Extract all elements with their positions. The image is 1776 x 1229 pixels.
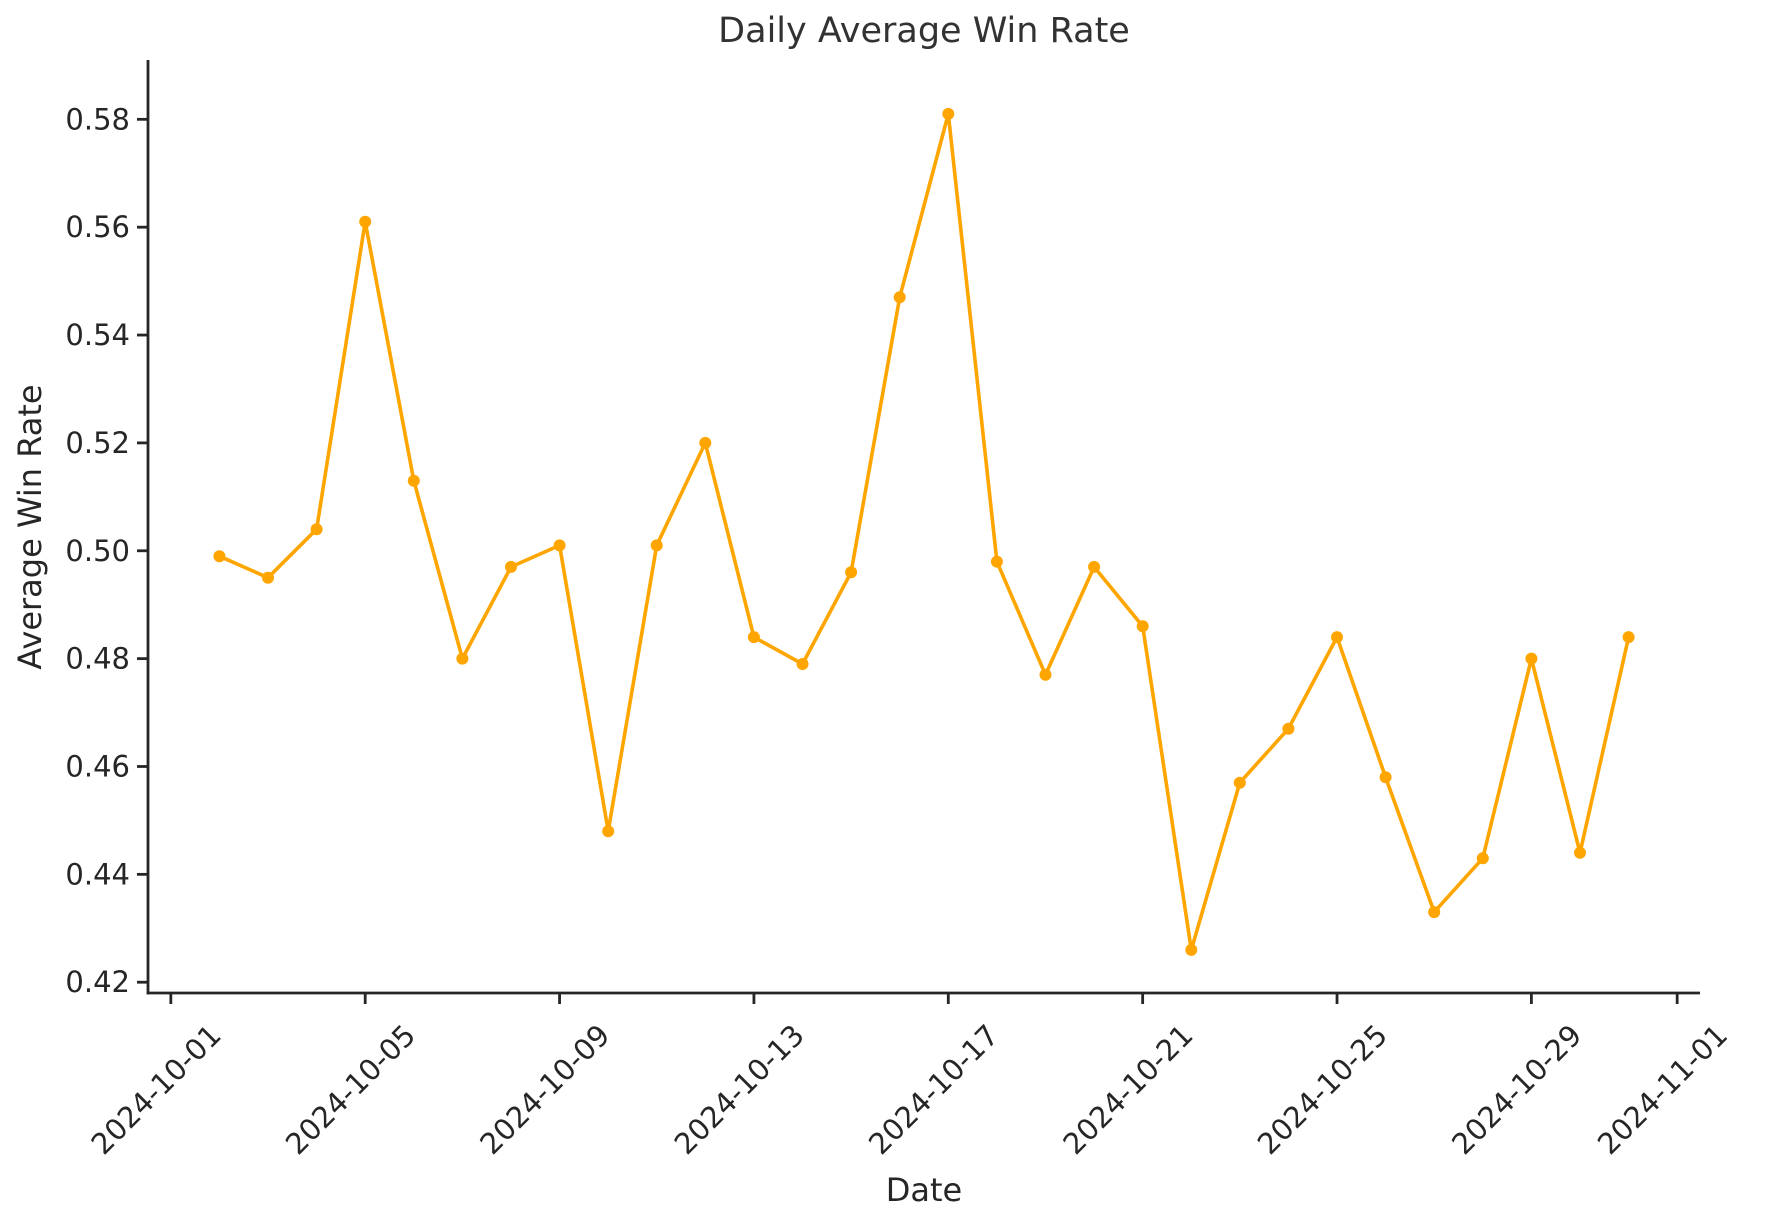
data-point-marker (1525, 652, 1538, 665)
x-axis-title: Date (885, 1171, 963, 1209)
x-tick-label: 2024-10-17 (862, 1018, 1005, 1161)
data-point-marker (1476, 852, 1489, 865)
y-tick-label: 0.48 (65, 642, 130, 676)
data-point-marker (456, 652, 469, 665)
y-tick-label: 0.58 (65, 102, 130, 136)
data-point-marker (1331, 631, 1343, 644)
data-point-marker (1622, 631, 1635, 644)
data-point-marker (747, 631, 760, 644)
data-point-marker (1574, 846, 1586, 859)
data-point-marker (553, 539, 566, 552)
data-point-marker (1088, 560, 1101, 573)
data-point-marker (699, 436, 712, 449)
data-point-marker (990, 555, 1003, 568)
y-tick-label: 0.44 (65, 857, 130, 891)
x-tick-label: 2024-10-01 (85, 1018, 228, 1161)
x-tick-label: 2024-10-13 (668, 1018, 811, 1161)
data-point-marker (359, 215, 372, 228)
data-point-marker (1136, 620, 1149, 633)
data-point-marker (796, 658, 809, 670)
x-tick-label: 2024-10-25 (1251, 1018, 1394, 1161)
chart-title: Daily Average Win Rate (718, 11, 1130, 51)
data-point-marker (602, 825, 615, 838)
y-axis-title: Average Win Rate (11, 384, 49, 670)
data-point-marker (407, 474, 420, 487)
x-tick-label: 2024-10-05 (279, 1018, 422, 1161)
data-point-marker (1282, 722, 1295, 735)
data-point-marker (893, 291, 906, 304)
x-tick-label: 2024-10-21 (1056, 1018, 1199, 1161)
data-point-marker (310, 523, 323, 536)
data-point-marker (845, 566, 858, 579)
data-point-marker (1428, 906, 1441, 919)
series-line (217, 112, 1631, 952)
data-point-marker (1185, 943, 1198, 956)
data-point-marker (1379, 771, 1392, 784)
y-tick-label: 0.56 (65, 210, 130, 244)
data-point-marker (262, 571, 274, 584)
x-tick-label: 2024-10-29 (1445, 1018, 1588, 1161)
data-point-marker (213, 550, 226, 563)
data-point-marker (1039, 668, 1052, 681)
data-point-marker (1233, 776, 1246, 789)
data-point-marker (650, 539, 663, 552)
y-tick-label: 0.52 (65, 426, 130, 460)
x-tick-label: 2024-11-01 (1591, 1018, 1734, 1161)
y-tick-label: 0.46 (65, 749, 130, 783)
data-point-marker (505, 560, 517, 573)
data-point-marker (942, 107, 955, 120)
x-tick-label: 2024-10-09 (473, 1018, 616, 1161)
y-tick-label: 0.54 (65, 318, 130, 352)
y-tick-label: 0.42 (65, 965, 130, 999)
y-tick-label: 0.50 (65, 534, 130, 568)
